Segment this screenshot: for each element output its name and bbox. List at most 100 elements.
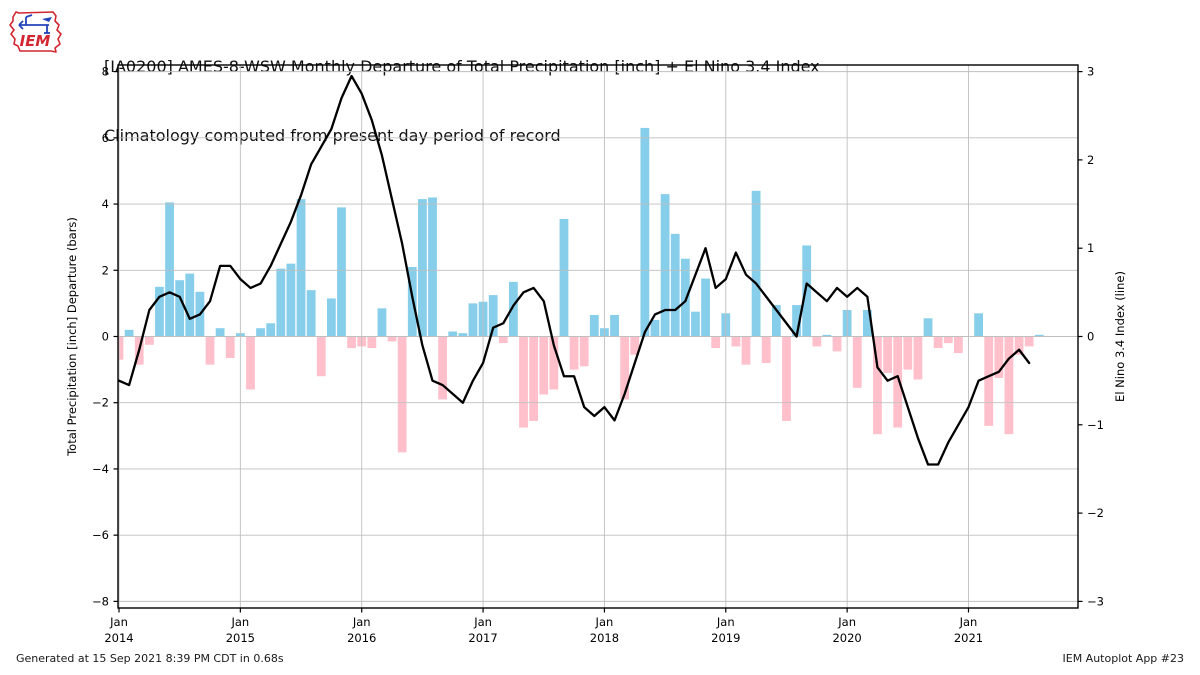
precip-bar — [549, 336, 559, 390]
precip-bar — [771, 305, 781, 337]
x-axis-tick-month: Jan — [837, 615, 856, 629]
precip-bar — [286, 263, 296, 337]
precip-bar — [701, 278, 710, 337]
x-axis-tick-year: 2021 — [954, 631, 983, 645]
left-axis-tick-label: −4 — [92, 462, 109, 476]
precip-bar — [792, 305, 801, 337]
precip-bar — [751, 190, 761, 337]
precip-bar — [468, 303, 478, 337]
right-axis-tick-label: −2 — [1087, 506, 1104, 520]
left-axis-label: Total Precipitation [inch] Departure (ba… — [65, 217, 79, 457]
precip-bar — [1024, 336, 1034, 347]
precip-bar — [448, 331, 458, 337]
precip-bar — [761, 336, 771, 363]
precip-bar — [711, 336, 721, 349]
precip-bar — [1004, 336, 1014, 435]
precip-bar — [589, 314, 599, 337]
precip-bar — [337, 207, 346, 337]
precip-bar — [832, 336, 842, 352]
right-axis-tick-label: −3 — [1087, 594, 1104, 608]
x-axis-tick-month: Jan — [716, 615, 735, 629]
precip-bar — [185, 273, 195, 337]
precip-bar — [438, 336, 448, 400]
x-axis-tick-month: Jan — [473, 615, 492, 629]
precip-bar — [519, 336, 528, 428]
precip-bar — [640, 127, 650, 337]
x-axis-tick-month: Jan — [109, 615, 128, 629]
left-axis-tick-label: 8 — [102, 65, 109, 79]
precip-bar — [276, 268, 286, 337]
weather-vane-icon — [18, 14, 52, 34]
precip-bar — [852, 336, 862, 388]
precip-bar — [377, 308, 387, 337]
precip-bar — [782, 336, 791, 421]
left-axis-tick-label: 2 — [102, 263, 109, 277]
x-axis-tick-month: Jan — [595, 615, 614, 629]
precip-bar — [802, 245, 812, 337]
precip-bar — [953, 336, 963, 354]
precip-bar — [620, 336, 630, 400]
precip-bar — [326, 298, 336, 337]
right-axis-tick-label: 3 — [1087, 65, 1094, 79]
precip-bar — [306, 290, 316, 337]
precip-bar — [862, 310, 872, 337]
precip-bar — [1014, 336, 1024, 355]
x-axis-tick-year: 2017 — [468, 631, 497, 645]
right-axis-tick-label: 2 — [1087, 153, 1094, 167]
left-axis-tick-label: −2 — [92, 396, 109, 410]
precip-bar — [1034, 334, 1044, 337]
precip-bar — [873, 336, 882, 435]
precip-bar — [994, 336, 1004, 378]
x-axis-tick-year: 2016 — [347, 631, 376, 645]
logo-iem-text: IEM — [20, 32, 51, 50]
precip-bar — [883, 336, 892, 373]
right-axis-tick-label: −1 — [1087, 418, 1104, 432]
left-axis-tick-label: 6 — [102, 131, 109, 145]
precip-bar — [175, 280, 185, 337]
precip-bar — [144, 336, 154, 345]
precip-bar — [974, 313, 984, 337]
x-axis-tick-year: 2020 — [832, 631, 861, 645]
precip-bars — [118, 127, 1044, 453]
precip-bar — [509, 281, 518, 337]
precip-bar — [118, 336, 124, 360]
precip-bar — [205, 336, 215, 365]
precip-bar — [529, 336, 539, 421]
left-axis-tick-label: −6 — [92, 528, 109, 542]
precip-bar — [559, 218, 569, 337]
precip-bar — [347, 336, 356, 349]
precip-bar — [458, 333, 468, 337]
precip-bar — [630, 336, 640, 355]
precip-bar — [155, 286, 164, 337]
precip-bar — [165, 202, 174, 337]
autoplot-app-credit: IEM Autoplot App #23 — [1062, 652, 1185, 665]
left-axis-tick-label: −8 — [92, 594, 109, 608]
precip-bar — [417, 199, 427, 337]
generated-timestamp: Generated at 15 Sep 2021 8:39 PM CDT in … — [16, 652, 284, 665]
x-axis-tick-month: Jan — [230, 615, 249, 629]
x-axis-tick-year: 2018 — [590, 631, 619, 645]
precip-bar — [488, 295, 498, 337]
axis-ticks — [113, 70, 1083, 613]
right-axis-label: El Nino 3.4 Index (line) — [1113, 271, 1127, 402]
precip-bar — [316, 336, 326, 377]
precip-bar — [367, 336, 377, 349]
precip-bar — [822, 334, 832, 337]
precip-bar — [296, 199, 306, 337]
precip-bar — [943, 336, 953, 344]
chart-title-line2: Climatology computed from present day pe… — [104, 126, 561, 145]
precip-bar — [812, 336, 822, 347]
axis-tick-labels: 8 6 4 2 0 −2 −4 −6 −8 3 2 1 0 −1 −2 −3 Jan 2014 Jan 2015 Jan… — [92, 65, 1104, 645]
precip-bar — [650, 319, 660, 337]
x-axis-tick-month: Jan — [352, 615, 371, 629]
gridlines — [118, 65, 1078, 608]
precip-bar — [680, 258, 690, 337]
precip-bar — [913, 336, 923, 380]
precip-bar — [124, 329, 134, 337]
right-axis-tick-label: 0 — [1087, 330, 1094, 344]
precip-bar — [387, 336, 397, 342]
precip-bar — [215, 328, 225, 337]
precip-bar — [984, 336, 994, 426]
